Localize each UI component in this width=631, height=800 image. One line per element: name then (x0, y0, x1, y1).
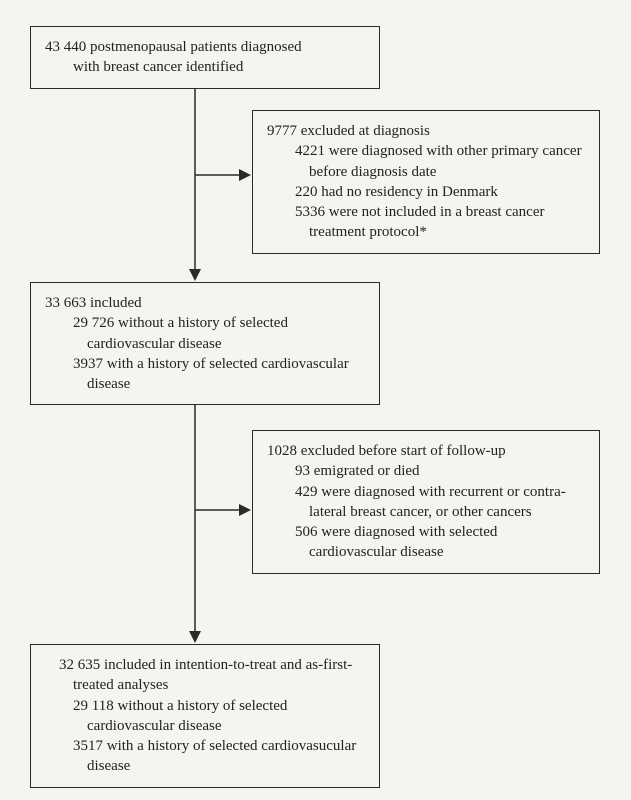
box-excluded-diagnosis: 9777 excluded at diagnosis 4221 were dia… (252, 110, 600, 254)
box-included: 33 663 included 29 726 without a history… (30, 282, 380, 405)
box-line: 4221 were diagnosed with other primary c… (295, 141, 585, 182)
box-line: 43 440 postmenopausal patients diagnosed (45, 37, 365, 57)
box-line: 29 726 without a history of selected car… (73, 313, 365, 354)
box-line: 33 663 included (45, 293, 365, 313)
box-excluded-followup: 1028 excluded before start of follow-up … (252, 430, 600, 574)
box-identified: 43 440 postmenopausal patients diagnosed… (30, 26, 380, 89)
box-line: 5336 were not included in a breast cance… (295, 202, 585, 243)
box-line: with breast cancer identified (73, 57, 365, 77)
box-line: 29 118 without a history of selected car… (73, 696, 365, 737)
flowchart-canvas: 43 440 postmenopausal patients diagnosed… (0, 0, 631, 800)
box-line: 3517 with a history of selected cardiova… (73, 736, 365, 777)
box-final: 32 635 included in intention-to-treat an… (30, 644, 380, 788)
box-line: 32 635 included in intention-to-treat an… (59, 655, 365, 696)
box-line: 220 had no residency in Denmark (295, 182, 585, 202)
box-line: 1028 excluded before start of follow-up (267, 441, 585, 461)
box-line: 506 were diagnosed with selected cardiov… (295, 522, 585, 563)
box-line: 3937 with a history of selected cardiova… (73, 354, 365, 395)
box-line: 9777 excluded at diagnosis (267, 121, 585, 141)
box-line: 429 were diagnosed with recurrent or con… (295, 482, 585, 523)
box-line: 93 emigrated or died (295, 461, 585, 481)
